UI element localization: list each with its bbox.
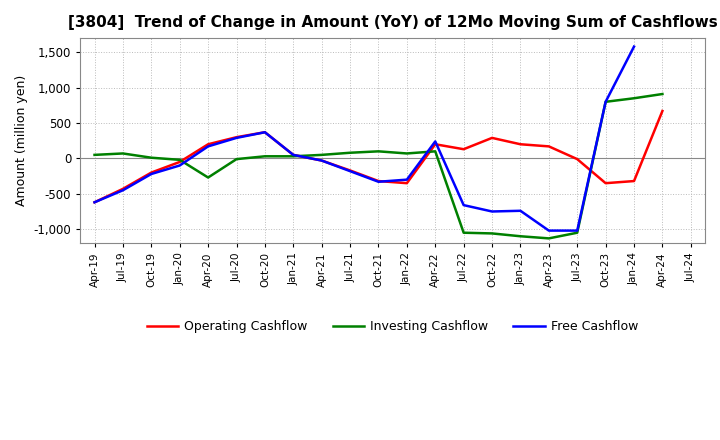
- Operating Cashflow: [147, 170, 156, 175]
- Investing Cashflow: [261, 154, 269, 159]
- Free Cashflow: [147, 171, 156, 176]
- Operating Cashflow: [573, 157, 582, 162]
- Free Cashflow: [261, 130, 269, 135]
- Free Cashflow: [573, 228, 582, 233]
- Operating Cashflow: [176, 159, 184, 165]
- Free Cashflow: [544, 228, 553, 233]
- Free Cashflow: [318, 158, 326, 163]
- Investing Cashflow: [176, 157, 184, 162]
- Investing Cashflow: [516, 234, 525, 239]
- Investing Cashflow: [431, 149, 440, 154]
- Free Cashflow: [204, 144, 212, 149]
- Legend: Operating Cashflow, Investing Cashflow, Free Cashflow: Operating Cashflow, Investing Cashflow, …: [142, 315, 644, 338]
- Investing Cashflow: [147, 155, 156, 160]
- Investing Cashflow: [402, 151, 411, 156]
- Investing Cashflow: [204, 175, 212, 180]
- Free Cashflow: [516, 208, 525, 213]
- Free Cashflow: [431, 139, 440, 144]
- Investing Cashflow: [544, 236, 553, 241]
- Operating Cashflow: [119, 186, 127, 191]
- Investing Cashflow: [601, 99, 610, 104]
- Operating Cashflow: [346, 168, 354, 173]
- Investing Cashflow: [90, 152, 99, 158]
- Line: Operating Cashflow: Operating Cashflow: [94, 111, 662, 202]
- Free Cashflow: [459, 202, 468, 208]
- Operating Cashflow: [232, 135, 240, 140]
- Investing Cashflow: [487, 231, 496, 236]
- Line: Free Cashflow: Free Cashflow: [94, 47, 634, 231]
- Operating Cashflow: [402, 180, 411, 186]
- Investing Cashflow: [374, 149, 383, 154]
- Free Cashflow: [601, 99, 610, 104]
- Title: [3804]  Trend of Change in Amount (YoY) of 12Mo Moving Sum of Cashflows: [3804] Trend of Change in Amount (YoY) o…: [68, 15, 718, 30]
- Operating Cashflow: [487, 135, 496, 140]
- Free Cashflow: [90, 200, 99, 205]
- Investing Cashflow: [232, 157, 240, 162]
- Operating Cashflow: [601, 180, 610, 186]
- Free Cashflow: [630, 44, 639, 49]
- Line: Investing Cashflow: Investing Cashflow: [94, 94, 662, 238]
- Operating Cashflow: [289, 152, 297, 158]
- Operating Cashflow: [431, 142, 440, 147]
- Free Cashflow: [402, 177, 411, 182]
- Operating Cashflow: [630, 178, 639, 183]
- Operating Cashflow: [204, 142, 212, 147]
- Free Cashflow: [232, 135, 240, 140]
- Operating Cashflow: [261, 130, 269, 135]
- Investing Cashflow: [318, 152, 326, 158]
- Operating Cashflow: [658, 108, 667, 114]
- Free Cashflow: [176, 163, 184, 168]
- Investing Cashflow: [119, 151, 127, 156]
- Operating Cashflow: [374, 178, 383, 183]
- Investing Cashflow: [289, 154, 297, 159]
- Investing Cashflow: [459, 230, 468, 235]
- Free Cashflow: [346, 169, 354, 174]
- Free Cashflow: [487, 209, 496, 214]
- Y-axis label: Amount (million yen): Amount (million yen): [15, 75, 28, 206]
- Operating Cashflow: [516, 142, 525, 147]
- Investing Cashflow: [346, 150, 354, 155]
- Free Cashflow: [374, 179, 383, 184]
- Free Cashflow: [119, 187, 127, 193]
- Investing Cashflow: [658, 92, 667, 97]
- Operating Cashflow: [459, 147, 468, 152]
- Investing Cashflow: [573, 230, 582, 235]
- Operating Cashflow: [544, 144, 553, 149]
- Investing Cashflow: [630, 95, 639, 101]
- Free Cashflow: [289, 152, 297, 158]
- Operating Cashflow: [318, 158, 326, 163]
- Operating Cashflow: [90, 200, 99, 205]
